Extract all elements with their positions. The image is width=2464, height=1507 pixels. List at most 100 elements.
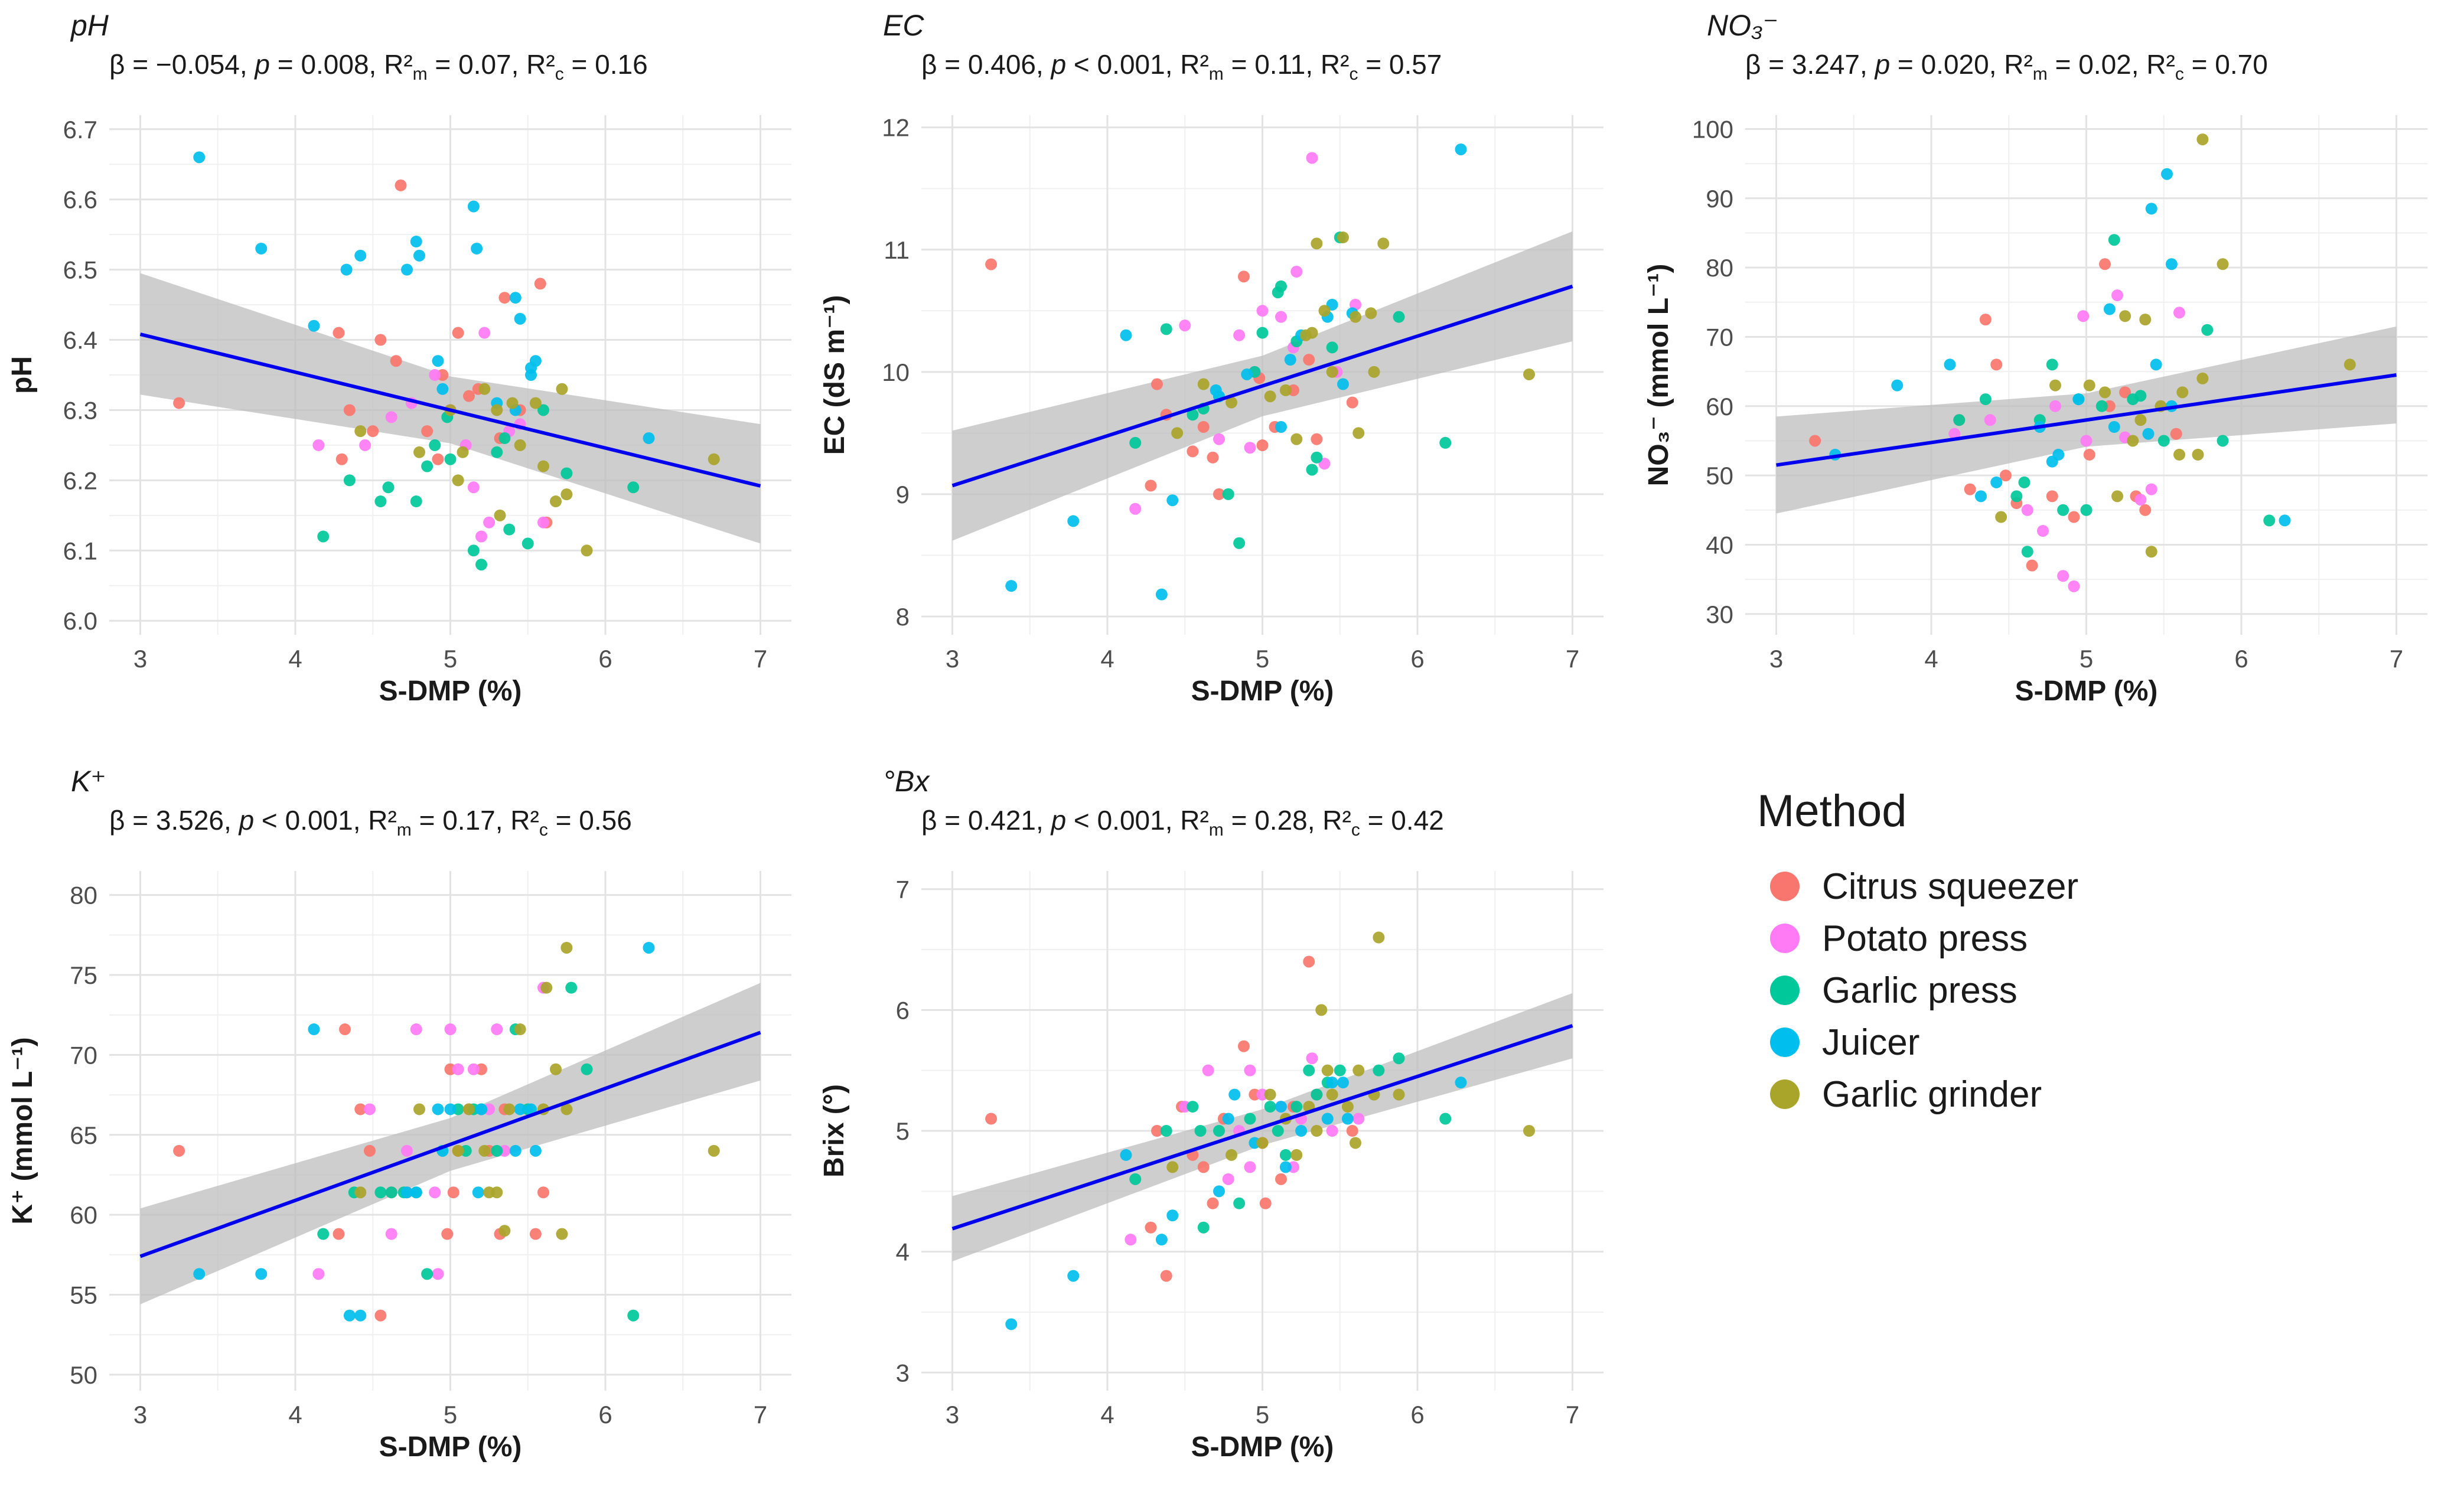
- data-point: [1311, 451, 1323, 464]
- x-tick-label: 6: [1410, 645, 1424, 673]
- legend-item-citrus-squeezer: Citrus squeezer: [1757, 860, 2078, 912]
- stats-c: c: [539, 820, 548, 840]
- y-tick-label: 6.0: [63, 607, 97, 635]
- data-point: [444, 453, 457, 465]
- data-point: [491, 404, 503, 416]
- data-point: [2157, 435, 2170, 447]
- y-tick-label: 11: [884, 236, 910, 264]
- chart-title: pH: [71, 9, 109, 42]
- data-point: [1337, 378, 1349, 390]
- data-point: [537, 404, 549, 416]
- data-point: [1222, 488, 1234, 500]
- data-point: [173, 1144, 185, 1157]
- data-point: [537, 1186, 549, 1199]
- series-garlic-grinder: [1171, 231, 1535, 445]
- data-point: [452, 1063, 464, 1075]
- data-point: [1166, 1209, 1179, 1222]
- data-point: [1222, 1113, 1234, 1125]
- data-point: [1005, 580, 1018, 592]
- x-tick-label: 5: [444, 645, 457, 673]
- stats-p-rest: = 0.008, R²: [270, 49, 413, 80]
- data-point: [457, 446, 469, 458]
- stats-c: c: [1351, 820, 1360, 840]
- x-tick-label: 3: [133, 1401, 147, 1428]
- data-point: [432, 453, 444, 465]
- data-point: [1207, 451, 1219, 464]
- y-tick-label: 12: [882, 114, 910, 142]
- data-point: [2139, 504, 2152, 516]
- model-stats: β = 0.406, p < 0.001, R²m = 0.11, R²c = …: [921, 48, 1442, 84]
- plot-area: 3 4 5 6 7 3 4 5 6 7: [896, 871, 1603, 1428]
- data-point: [1393, 311, 1405, 323]
- data-point: [506, 397, 519, 409]
- data-point: [308, 319, 320, 332]
- legend-label: Juicer: [1822, 1022, 1920, 1063]
- data-point: [1207, 1197, 1219, 1209]
- stats-beta: β = 0.406,: [921, 49, 1051, 80]
- data-point: [1948, 428, 1961, 440]
- legend-item-garlic-press: Garlic press: [1757, 964, 2078, 1016]
- data-point: [401, 1186, 413, 1199]
- data-point: [2263, 514, 2276, 527]
- x-tick-label: 6: [598, 1401, 612, 1428]
- x-tick-label: 7: [1566, 1401, 1579, 1428]
- data-point: [1145, 1221, 1157, 1234]
- data-point: [2077, 310, 2090, 322]
- y-tick-label: 3: [896, 1359, 910, 1387]
- data-point: [1315, 1004, 1328, 1016]
- data-point: [1455, 143, 1467, 155]
- data-point: [413, 1103, 425, 1115]
- y-tick-label: 6.7: [63, 116, 97, 143]
- data-point: [441, 1228, 454, 1240]
- data-point: [2021, 546, 2033, 558]
- data-point: [444, 1023, 457, 1036]
- y-tick-label: 10: [882, 358, 910, 386]
- data-point: [1284, 354, 1296, 366]
- data-point: [537, 460, 549, 472]
- data-point: [2279, 514, 2291, 527]
- data-point: [1523, 368, 1535, 380]
- data-point: [2344, 358, 2356, 371]
- data-point: [374, 334, 387, 346]
- chart-panel-ec: EC β = 0.406, p < 0.001, R²m = 0.11, R²c …: [812, 0, 1627, 750]
- data-point: [1891, 379, 1904, 392]
- data-point: [1264, 1101, 1276, 1113]
- legend-title: Method: [1757, 786, 1907, 836]
- data-point: [1352, 1113, 1365, 1125]
- data-point: [2068, 580, 2080, 592]
- x-tick-label: 7: [754, 1401, 767, 1428]
- data-point: [2196, 133, 2209, 146]
- x-tick-label: 6: [2234, 645, 2248, 673]
- data-point: [2057, 504, 2069, 516]
- data-point: [643, 941, 655, 954]
- data-point: [1346, 396, 1358, 409]
- stats-m: m: [412, 64, 428, 84]
- data-point: [1160, 1125, 1172, 1137]
- data-point: [1233, 329, 1246, 341]
- x-tick-label: 3: [133, 645, 147, 673]
- data-point: [550, 1063, 562, 1075]
- data-point: [1194, 1125, 1207, 1137]
- legend-item-juicer: Juicer: [1757, 1016, 2078, 1068]
- y-tick-label: 7: [896, 876, 910, 903]
- data-point: [1318, 305, 1331, 317]
- data-point: [1067, 515, 1080, 527]
- data-point: [2119, 386, 2131, 399]
- x-tick-label: 6: [598, 645, 612, 673]
- data-point: [1341, 1113, 1354, 1125]
- data-point: [1279, 384, 1292, 396]
- data-point: [2170, 428, 2182, 440]
- data-point: [308, 1023, 320, 1036]
- data-point: [2108, 421, 2120, 433]
- data-point: [1256, 439, 1269, 452]
- data-point: [514, 1103, 526, 1115]
- data-point: [2134, 390, 2147, 402]
- stats-beta: β = 0.421,: [921, 805, 1051, 836]
- data-point: [382, 481, 395, 494]
- data-point: [491, 1023, 503, 1036]
- data-point: [1179, 319, 1191, 332]
- data-point: [1290, 1149, 1303, 1161]
- data-point: [1166, 1161, 1179, 1173]
- data-point: [410, 495, 422, 508]
- data-point: [529, 397, 542, 409]
